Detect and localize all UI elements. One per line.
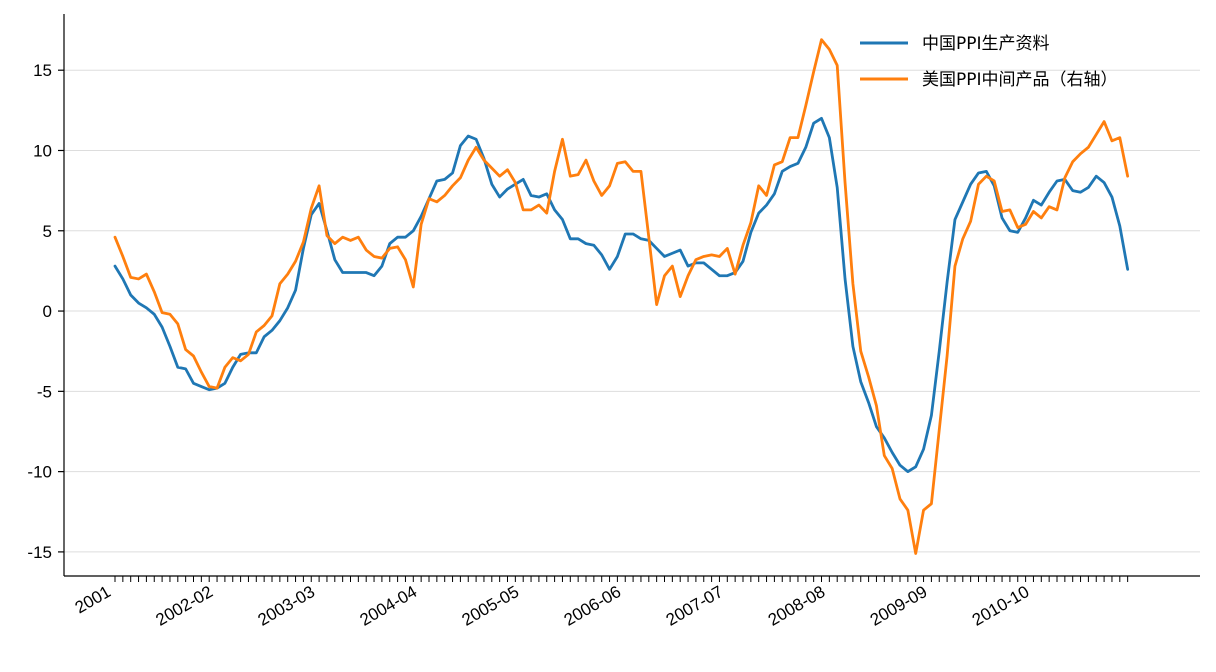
y-tick-label: 10 [33,141,52,160]
x-tick-label: 2006-06 [561,582,625,630]
x-tick-labels: 2001 2002-02 2003-03 2004-04 2005-05 2006-06 2… [72,582,1033,630]
y-tick-label: -5 [37,382,52,401]
series-line-2 [113,38,1130,555]
x-tick-label: 2004-04 [357,582,421,630]
x-tick-label: 2010-10 [969,582,1033,630]
y-ticks: 15 10 5 0 -5 -10 -15 [27,61,64,562]
y-tick-label: -15 [27,543,52,562]
series-lines [113,38,1130,555]
y-tick-label: -10 [27,463,52,482]
y-tick-label: 5 [43,222,52,241]
x-tick-label: 2008-08 [765,582,829,630]
x-tick-label: 2003-03 [255,582,319,630]
y-tick-label: 0 [43,302,52,321]
legend-label-series-1: 中国PPI生产资料 [922,34,1050,54]
legend-label-series-2: 美国PPI中间产品（右轴） [922,70,1118,90]
x-tick-label: 2009-09 [867,582,931,630]
axes [63,14,1200,577]
grid-lines [64,69,1200,553]
series-line-1 [113,116,1130,474]
legend: 中国PPI生产资料 美国PPI中间产品（右轴） [860,34,1118,90]
x-tick-label: 2002-02 [153,582,217,630]
x-tick-label: 2007-07 [663,582,727,630]
x-ticks [114,576,1129,582]
x-tick-label: 2001 [72,582,114,617]
x-tick-label: 2005-05 [459,582,523,630]
y-tick-label: 15 [33,61,52,80]
